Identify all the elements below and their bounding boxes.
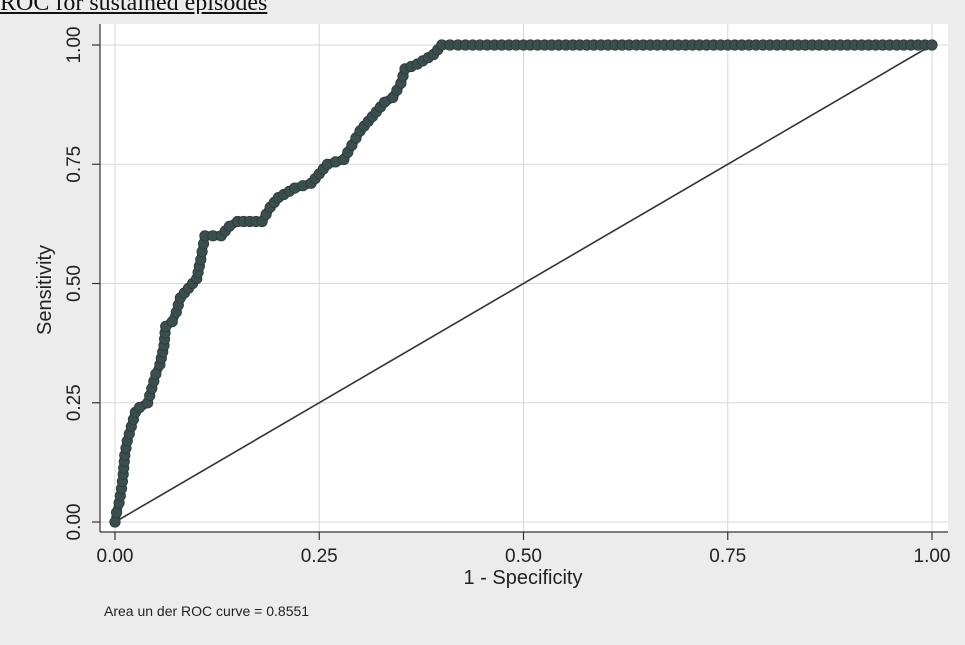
reference-line (114, 44, 933, 523)
x-tick-label: 0.25 (301, 546, 338, 567)
auc-note: Area un der ROC curve = 0.8551 (104, 603, 309, 619)
roc-point (109, 516, 121, 528)
roc-point (926, 39, 938, 51)
x-tick-label: 1.00 (914, 546, 951, 567)
roc-curve (109, 39, 938, 528)
y-tick-label: 0.00 (64, 504, 85, 541)
x-tick-label: 0.75 (709, 546, 746, 567)
roc-point (150, 368, 162, 380)
y-tick-labels: 0.00 0.25 0.50 0.75 1.00 (64, 27, 85, 541)
x-axis-title: 1 - Specificity (464, 567, 583, 589)
y-tick-label: 0.25 (64, 384, 85, 421)
roc-point (111, 506, 123, 519)
x-tick-label: 0.00 (97, 546, 134, 567)
x-tick-labels: 0.00 0.25 0.50 0.75 1.00 (97, 546, 951, 567)
document-heading: ROC for sustained episodes (0, 0, 268, 16)
y-tick-label: 1.00 (64, 27, 85, 64)
y-tick-label: 0.50 (64, 265, 85, 302)
y-axis-title: Sensitivity (34, 245, 56, 335)
x-tick-label: 0.50 (505, 546, 542, 567)
roc-point (166, 316, 178, 328)
axes (92, 24, 948, 540)
roc-point (223, 220, 235, 232)
y-tick-label: 0.75 (64, 146, 85, 183)
